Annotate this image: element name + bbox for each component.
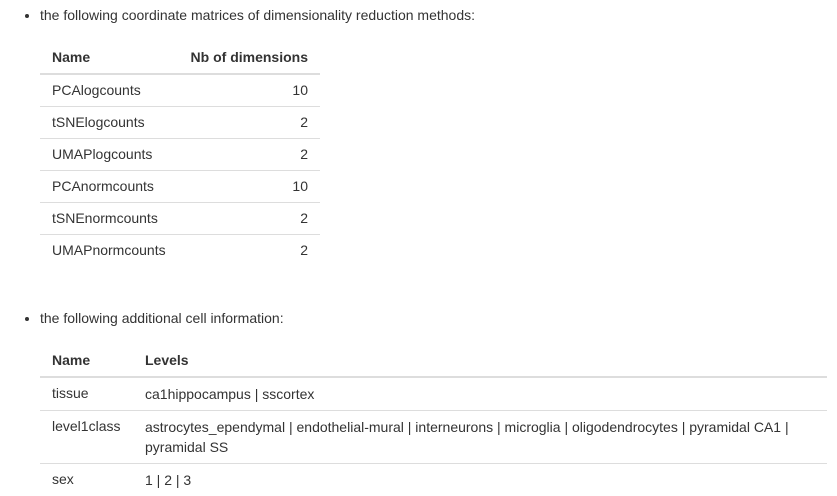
dimred-header-row: Name Nb of dimensions	[40, 42, 320, 74]
cellinfo-levels-cell: 1 | 2 | 3	[133, 464, 827, 496]
cellinfo-name-cell: sex	[40, 464, 133, 496]
table-row: level1class astrocytes_ependymal | endot…	[40, 411, 827, 464]
cellinfo-name-cell: level1class	[40, 411, 133, 464]
table-row: tSNElogcounts 2	[40, 107, 320, 139]
dimred-list-item: the following coordinate matrices of dim…	[40, 0, 837, 266]
table-row: sex 1 | 2 | 3	[40, 464, 827, 496]
dimred-table: Name Nb of dimensions PCAlogcounts 10 tS…	[40, 42, 320, 266]
dimred-name-cell: tSNElogcounts	[40, 107, 178, 139]
dimred-name-cell: PCAlogcounts	[40, 74, 178, 107]
table-row: UMAPnormcounts 2	[40, 235, 320, 267]
dimred-dims-cell: 10	[178, 171, 320, 203]
cellinfo-intro-text: the following additional cell informatio…	[40, 310, 284, 326]
dimred-name-cell: PCAnormcounts	[40, 171, 178, 203]
dimred-name-header: Name	[40, 42, 178, 74]
dimred-dims-cell: 2	[178, 139, 320, 171]
dimred-intro-text: the following coordinate matrices of dim…	[40, 7, 475, 23]
cellinfo-name-header: Name	[40, 345, 133, 377]
dimred-dims-cell: 10	[178, 74, 320, 107]
dimred-dims-header: Nb of dimensions	[178, 42, 320, 74]
dimred-dims-cell: 2	[178, 107, 320, 139]
table-row: PCAlogcounts 10	[40, 74, 320, 107]
dimred-dims-cell: 2	[178, 203, 320, 235]
cellinfo-name-cell: tissue	[40, 377, 133, 411]
cellinfo-levels-cell: ca1hippocampus | sscortex	[133, 377, 827, 411]
table-row: tissue ca1hippocampus | sscortex	[40, 377, 827, 411]
dimred-name-cell: tSNEnormcounts	[40, 203, 178, 235]
cellinfo-header-row: Name Levels	[40, 345, 827, 377]
table-row: tSNEnormcounts 2	[40, 203, 320, 235]
table-row: UMAPlogcounts 2	[40, 139, 320, 171]
cellinfo-levels-header: Levels	[133, 345, 827, 377]
cellinfo-table: Name Levels tissue ca1hippocampus | ssco…	[40, 345, 827, 496]
dimred-dims-cell: 2	[178, 235, 320, 267]
dimred-name-cell: UMAPlogcounts	[40, 139, 178, 171]
dimred-name-cell: UMAPnormcounts	[40, 235, 178, 267]
table-row: PCAnormcounts 10	[40, 171, 320, 203]
cellinfo-list-item: the following additional cell informatio…	[40, 266, 837, 496]
cellinfo-levels-cell: astrocytes_ependymal | endothelial-mural…	[133, 411, 827, 464]
